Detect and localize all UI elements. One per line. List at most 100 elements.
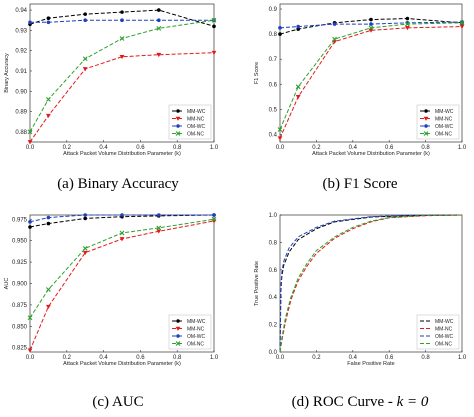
legend-label-om-wc: OM-WC — [435, 124, 453, 130]
data-point-om-wc — [83, 213, 87, 217]
y-tick-label: 0.9 — [269, 7, 278, 13]
data-point-mm-wc — [405, 16, 410, 21]
legend-label-mm-wc: MM-WC — [435, 319, 454, 325]
x-tick-label: 0.6 — [136, 145, 145, 151]
y-tick-label: 0.0 — [269, 350, 278, 356]
x-tick-label: 0.2 — [63, 145, 72, 151]
series-line-mm-wc — [29, 214, 215, 228]
data-point-mm-wc — [369, 17, 373, 22]
legend-label-mm-nc: MM-NC — [187, 326, 205, 332]
data-point-mm-nc — [27, 348, 33, 353]
data-point-om-nc — [211, 17, 217, 23]
y-tick-label: 0.6 — [269, 268, 278, 274]
data-point-om-nc — [332, 36, 337, 42]
series-line-mm-wc — [279, 18, 463, 35]
y-tick-label: 0.89 — [15, 110, 27, 116]
data-point-mm-wc — [120, 10, 124, 14]
x-tick-label: 1.0 — [458, 145, 467, 151]
x-tick-label: 0.0 — [26, 145, 35, 151]
x-tick-label: 0.8 — [421, 145, 430, 151]
data-point-om-nc — [27, 315, 33, 321]
legend-label-mm-wc: MM-WC — [435, 109, 454, 115]
data-point-mm-nc — [156, 52, 162, 58]
x-tick-label: 0.2 — [312, 355, 321, 361]
data-point-mm-nc — [82, 67, 88, 72]
legend-label-om-nc: OM-NC — [187, 131, 204, 137]
y-tick-label: 0.88 — [15, 130, 27, 136]
x-tick-label: 0.0 — [276, 355, 285, 361]
data-point-om-nc — [156, 25, 162, 31]
data-point-om-wc — [46, 20, 51, 25]
y-tick-label: 0.825 — [12, 346, 28, 352]
x-tick-label: 0.8 — [173, 145, 182, 151]
series-line-mm-wc — [279, 214, 463, 353]
data-point-mm-nc — [295, 95, 301, 100]
plot-frame — [29, 3, 215, 143]
legend-marker-mm-nc — [423, 116, 429, 121]
legend-marker-mm-nc — [175, 116, 181, 121]
x-tick-label: 0.0 — [276, 145, 285, 151]
data-point-om-wc — [332, 22, 337, 26]
legend-label-om-wc: OM-WC — [435, 334, 453, 340]
data-point-om-nc — [156, 225, 162, 231]
data-point-om-wc — [157, 213, 161, 217]
legend-marker-om-wc — [424, 124, 428, 128]
series-line-mm-wc — [29, 9, 215, 27]
caption-roc-math: k = 0 — [397, 394, 429, 410]
data-point-mm-nc — [119, 237, 125, 242]
y-tick-label: 1.0 — [269, 213, 278, 219]
data-point-om-wc — [46, 215, 51, 220]
data-point-om-nc — [368, 25, 374, 31]
data-point-om-nc — [119, 36, 125, 41]
legend-marker-mm-wc — [176, 109, 180, 113]
series-line-om-nc — [279, 214, 463, 353]
x-tick-label: 1.0 — [458, 355, 467, 361]
data-point-om-nc — [82, 246, 88, 251]
legend-marker-mm-wc — [424, 109, 428, 113]
caption-binary-accuracy: (a) Binary Accuracy — [57, 176, 179, 192]
data-point-om-wc — [83, 18, 87, 23]
y-tick-label: 0.975 — [12, 217, 28, 223]
data-point-mm-wc — [46, 16, 51, 21]
y-tick-label: 0.92 — [15, 49, 27, 55]
caption-f1-score: (b) F1 Score — [323, 176, 398, 192]
data-point-om-nc — [27, 129, 33, 135]
data-point-mm-nc — [119, 54, 125, 60]
caption-roc-prefix: (d) ROC Curve - — [292, 394, 397, 410]
data-point-mm-nc — [46, 113, 51, 119]
x-tick-label: 0.4 — [349, 355, 358, 361]
data-point-om-nc — [119, 230, 125, 236]
series-line-mm-nc — [29, 220, 215, 351]
y-tick-label: 0.950 — [12, 239, 28, 245]
chart-auc: 0.0 0.2 0.4 0.6 0.8 1.0 0.825 0.850 0.875 0.900 0.… — [4, 213, 219, 367]
legend-marker-mm-wc — [176, 319, 180, 323]
legend-marker-om-nc — [175, 131, 181, 136]
y-axis-label: Binary Accuracy — [4, 53, 10, 93]
data-point-om-wc — [212, 213, 216, 217]
x-tick-label: 0.6 — [136, 355, 145, 361]
legend-label-om-nc: OM-NC — [187, 341, 204, 347]
x-axis-label: Attack Packet Volume Distribution Parame… — [63, 151, 181, 157]
x-tick-label: 1.0 — [210, 145, 219, 151]
series-line-om-wc — [279, 21, 463, 29]
series-line-om-nc — [279, 22, 463, 130]
series-line-om-wc — [29, 214, 214, 223]
x-axis-label: Attack Packet Volume Distribution Parame… — [63, 361, 181, 367]
y-tick-label: 0.925 — [12, 260, 28, 266]
data-point-mm-wc — [296, 27, 301, 31]
data-point-om-nc — [82, 56, 88, 62]
y-tick-label: 0.93 — [15, 28, 27, 34]
chart-f1-score: 0.0 0.2 0.4 0.6 0.8 1.0 0.4 0.5 0.6 0.7 0.8 0.9 Atta… — [254, 3, 467, 157]
y-tick-label: 0.8 — [269, 32, 278, 38]
legend-marker-om-nc — [175, 341, 181, 346]
x-tick-label: 0.4 — [99, 145, 108, 151]
y-tick-label: 0.94 — [15, 8, 27, 14]
x-tick-label: 0.6 — [385, 145, 394, 151]
y-tick-label: 0.6 — [269, 82, 278, 88]
data-point-mm-nc — [46, 304, 51, 310]
legend-label-om-nc: OM-NC — [435, 131, 452, 137]
data-point-om-nc — [405, 21, 410, 27]
x-tick-label: 0.2 — [312, 145, 321, 151]
series-line-om-wc — [279, 214, 463, 353]
